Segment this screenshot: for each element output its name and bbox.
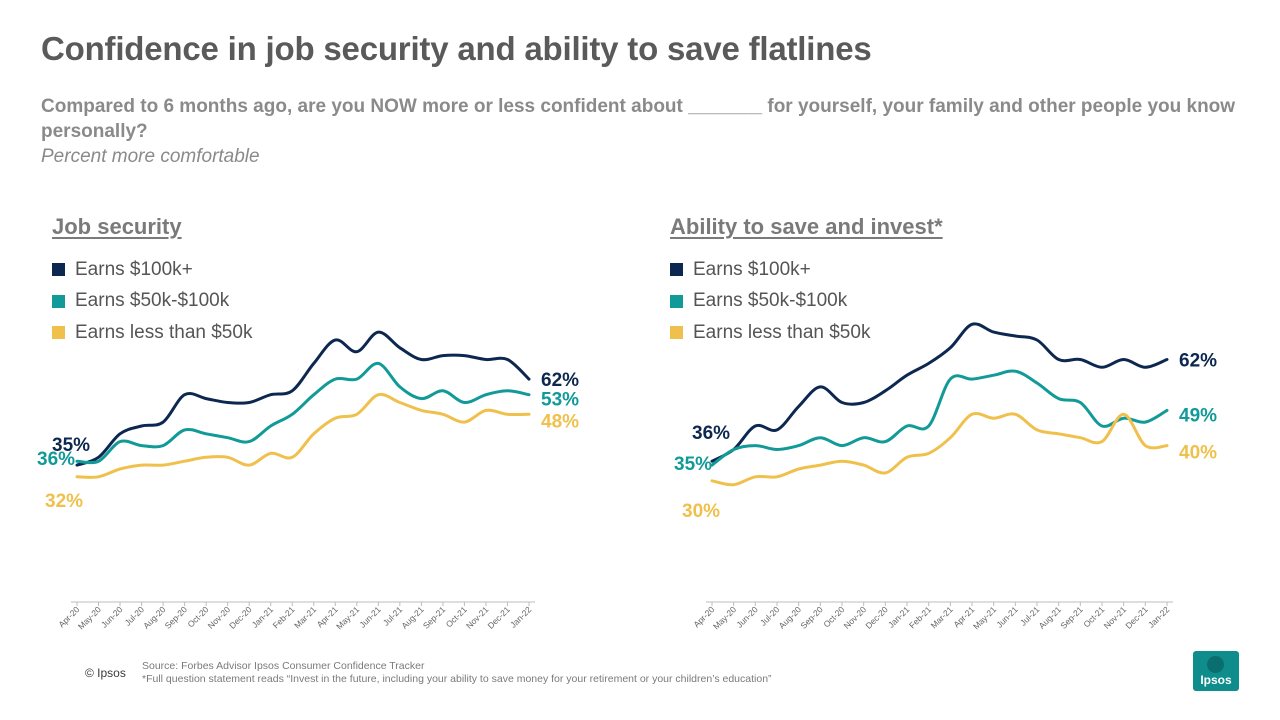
source-note: Source: Forbes Advisor Ipsos Consumer Co…	[142, 660, 425, 672]
legend-item: Earns $50k-$100k	[670, 286, 870, 318]
legend-swatch-low	[52, 326, 65, 340]
chart-1: Apr-20May-20Jun-20Jul-20Aug-20Sep-20Oct-…	[674, 322, 1217, 631]
x-tick-label: Dec-20	[863, 604, 890, 631]
x-tick-label: Feb-21	[907, 604, 933, 630]
series-line	[75, 392, 531, 479]
legend-label: Earns less than $50k	[75, 321, 253, 343]
end-value-label: 49%	[1179, 405, 1217, 426]
page-title: Confidence in job security and ability t…	[41, 30, 872, 67]
x-tick-label: Dec-20	[227, 604, 254, 631]
job-security-title: Job security	[52, 214, 182, 239]
legend-label: Earns $50k-$100k	[75, 290, 230, 312]
end-value-label: 62%	[541, 370, 579, 391]
logo-wordmark: Ipsos	[1200, 673, 1232, 687]
x-tick-label: Dec-21	[485, 604, 512, 631]
ipsos-logo: Ipsos	[1193, 651, 1239, 691]
x-tick-label: Sep-20	[798, 604, 825, 631]
series-line	[710, 322, 1169, 463]
legend-label: Earns $50k-$100k	[693, 290, 848, 312]
x-tick-label: Nov-21	[1102, 604, 1129, 631]
question-text: Compared to 6 months ago, are you NOW mo…	[41, 96, 1236, 142]
x-tick-label: May-21	[334, 604, 361, 631]
legend-item: Earns $100k+	[52, 254, 252, 286]
end-value-label: 40%	[1179, 443, 1217, 464]
copyright: © Ipsos	[85, 666, 126, 680]
x-tick-label: Aug-20	[777, 604, 804, 631]
end-value-label: 53%	[541, 390, 579, 411]
start-value-label: 36%	[692, 423, 730, 444]
legend-label: Earns less than $50k	[693, 321, 871, 343]
end-value-label: 48%	[541, 411, 579, 432]
x-tick-label: Sep-21	[421, 604, 448, 631]
x-tick-label: Jan-22	[508, 604, 534, 630]
footer-notes: Source: Forbes Advisor Ipsos Consumer Co…	[142, 660, 772, 686]
legend-label: Earns $100k+	[75, 258, 193, 280]
legend-item: Earns less than $50k	[52, 317, 252, 349]
legend-swatch-mid	[670, 294, 683, 308]
footnote: *Full question statement reads “Invest i…	[142, 673, 772, 685]
x-tick-label: Jun-21	[994, 604, 1020, 630]
measure-note: Percent more comfortable	[41, 146, 260, 167]
x-tick-label: May-21	[971, 604, 998, 631]
legend-swatch-mid	[52, 294, 65, 308]
legend-item: Earns $100k+	[670, 254, 870, 286]
x-tick-label: Nov-20	[842, 604, 869, 631]
series-line	[75, 330, 531, 467]
job-security-legend: Earns $100k+ Earns $50k-$100k Earns less…	[52, 254, 252, 349]
series-line	[710, 412, 1169, 487]
chart-0: Apr-20May-20Jun-20Jul-20Aug-20Sep-20Oct-…	[37, 330, 579, 631]
survey-question: Compared to 6 months ago, are you NOW mo…	[41, 94, 1241, 169]
x-tick-label: Jan-21	[886, 604, 912, 630]
x-tick-label: Aug-20	[141, 604, 168, 631]
x-tick-label: May-20	[76, 604, 103, 631]
x-tick-label: Jun-20	[734, 604, 760, 630]
x-tick-label: Jan-21	[250, 604, 276, 630]
start-value-label: 30%	[682, 501, 720, 522]
legend-swatch-high	[52, 263, 65, 277]
end-value-label: 62%	[1179, 351, 1217, 372]
x-tick-label: Sep-20	[163, 604, 190, 631]
legend-label: Earns $100k+	[693, 258, 811, 280]
x-tick-label: Dec-21	[1123, 604, 1150, 631]
x-tick-label: Sep-21	[1058, 604, 1085, 631]
legend-item: Earns $50k-$100k	[52, 286, 252, 318]
x-tick-label: Feb-21	[271, 604, 297, 630]
start-value-label: 36%	[37, 449, 75, 470]
x-tick-label: Mar-21	[929, 604, 955, 630]
x-tick-label: Aug-21	[1037, 604, 1064, 631]
x-tick-label: Aug-21	[399, 604, 426, 631]
legend-swatch-low	[670, 326, 683, 340]
x-tick-label: Jan-22	[1146, 604, 1172, 630]
x-tick-label: Mar-21	[292, 604, 318, 630]
x-tick-label: Nov-21	[464, 604, 491, 631]
series-line	[710, 369, 1169, 467]
x-tick-label: Jun-20	[99, 604, 125, 630]
start-value-label: 32%	[45, 491, 83, 512]
logo-mark-icon	[1207, 656, 1224, 673]
start-value-label: 35%	[674, 454, 712, 475]
start-value-label: 35%	[52, 435, 90, 456]
series-line	[75, 361, 531, 465]
save-invest-title: Ability to save and invest*	[670, 214, 943, 239]
x-tick-label: Nov-20	[206, 604, 233, 631]
save-invest-legend: Earns $100k+ Earns $50k-$100k Earns less…	[670, 254, 870, 349]
x-tick-label: May-20	[711, 604, 738, 631]
legend-swatch-high	[670, 263, 683, 277]
legend-item: Earns less than $50k	[670, 317, 870, 349]
x-tick-label: Jun-21	[357, 604, 383, 630]
